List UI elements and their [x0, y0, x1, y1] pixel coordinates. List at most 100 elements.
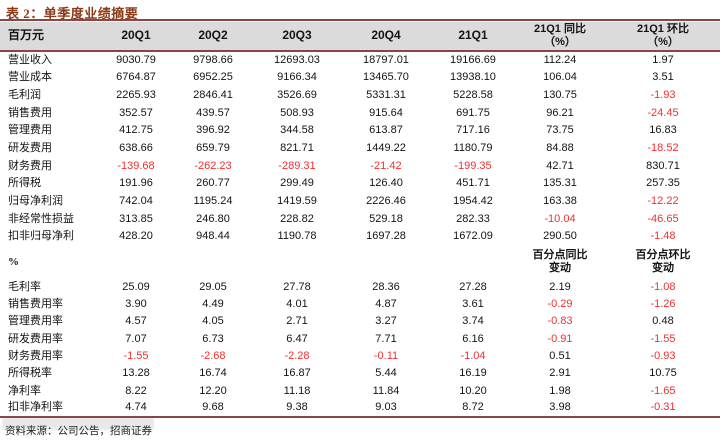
value-cell: 1672.09 — [453, 230, 493, 243]
value-cell: 3.51 — [652, 71, 674, 84]
source-watermark — [2, 417, 154, 430]
value-cell: 529.18 — [369, 212, 403, 225]
value-cell: 451.71 — [456, 177, 490, 190]
value-cell: 352.57 — [119, 106, 153, 119]
row-label: 财务费用率 — [8, 350, 63, 363]
value-cell: 27.78 — [283, 280, 311, 293]
value-cell: 659.79 — [196, 141, 230, 154]
value-cell: 1697.28 — [366, 230, 406, 243]
value-cell: 25.09 — [122, 280, 150, 293]
value-cell: 3.98 — [549, 401, 571, 414]
table-row: 财务费用 -139.68 -262.23 -289.31 -21.42 -199.35 42… — [0, 157, 720, 175]
value-cell: 948.44 — [196, 230, 230, 243]
value-cell: -2.28 — [284, 350, 310, 363]
header-yoy: 21Q1 同比 （%） — [514, 22, 606, 52]
header-quarter: 20Q1 — [100, 22, 172, 52]
value-cell: 1954.42 — [453, 195, 493, 208]
value-cell: -0.11 — [373, 350, 399, 363]
value-cell: 135.31 — [543, 177, 577, 190]
value-cell: 112.24 — [543, 54, 577, 67]
value-cell: 163.38 — [543, 195, 577, 208]
percent-section-label: % — [8, 255, 19, 268]
value-cell: 4.57 — [125, 315, 147, 328]
row-label: 非经常性损益 — [8, 212, 74, 225]
table-row: 非经常性损益 313.85 246.80 228.82 529.18 282.33 -10.… — [0, 210, 720, 228]
header-qoq: 21Q1 环比 （%） — [606, 22, 720, 52]
value-cell: -1.48 — [650, 230, 676, 243]
value-cell: -0.29 — [547, 298, 573, 311]
value-cell: 2.71 — [286, 315, 308, 328]
value-cell: -21.42 — [370, 159, 402, 172]
value-cell: 3.90 — [125, 298, 147, 311]
value-cell: 299.49 — [280, 177, 314, 190]
row-label: 扣非净利率 — [8, 401, 63, 414]
table-row: 财务费用率 -1.55 -2.68 -2.28 -0.11 -1.04 0.51 -0.93 — [0, 348, 720, 365]
value-cell: 6.16 — [462, 332, 484, 345]
subheader-qoq-change: 百分点环比 变动 — [635, 249, 691, 275]
value-cell: 2.19 — [549, 280, 571, 293]
subheader-yoy-change: 百分点同比 变动 — [532, 249, 588, 275]
table-row: 管理费用 412.75 396.92 344.58 613.87 717.16 73.75 1… — [0, 122, 720, 140]
empty-cell — [172, 246, 254, 279]
value-cell: 96.21 — [546, 106, 574, 119]
row-label: 毛利率 — [8, 280, 41, 293]
value-cell: 16.83 — [649, 124, 677, 137]
value-cell: 313.85 — [119, 212, 153, 225]
value-cell: -1.55 — [123, 350, 149, 363]
value-cell: -46.65 — [647, 212, 679, 225]
table-row: 所得税率 13.28 16.74 16.87 5.44 16.19 2.91 10.75 — [0, 365, 720, 382]
value-cell: 0.51 — [549, 350, 571, 363]
value-cell: 613.87 — [369, 124, 403, 137]
row-label: 销售费用 — [8, 106, 52, 119]
value-cell: 13465.70 — [363, 71, 409, 84]
value-cell: 29.05 — [199, 280, 227, 293]
value-cell: 3.74 — [462, 315, 484, 328]
value-cell: 9.38 — [286, 401, 308, 414]
value-cell: 260.77 — [196, 177, 230, 190]
row-label: 扣非归母净利 — [8, 230, 74, 243]
value-cell: 8.72 — [462, 401, 484, 414]
value-cell: 9.68 — [202, 401, 224, 414]
row-label: 销售费用率 — [8, 298, 63, 311]
value-cell: 396.92 — [196, 124, 230, 137]
value-cell: 13.28 — [122, 367, 150, 380]
value-cell: 915.64 — [369, 106, 403, 119]
table-row: 管理费用率 4.57 4.05 2.71 3.27 3.74 -0.83 0.48 — [0, 313, 720, 330]
value-cell: -0.83 — [547, 315, 573, 328]
table-section-absolute: 营业收入 9030.79 9798.66 12693.03 18797.01 19166.… — [0, 51, 720, 246]
row-label: 研发费用率 — [8, 332, 63, 345]
value-cell: 9.03 — [375, 401, 397, 414]
value-cell: 717.16 — [456, 124, 490, 137]
value-cell: 11.18 — [283, 384, 311, 397]
value-cell: 7.07 — [125, 332, 147, 345]
value-cell: -0.31 — [650, 401, 676, 414]
table-row: 毛利润 2265.93 2846.41 3526.69 5331.31 5228.58 13… — [0, 86, 720, 104]
value-cell: -289.31 — [278, 159, 316, 172]
table-row: 所得税 191.96 260.77 299.49 126.40 451.71 135.31 2… — [0, 175, 720, 193]
table-row: 扣非归母净利 428.20 948.44 1190.78 1697.28 1672.09 2… — [0, 228, 720, 246]
value-cell: 19166.69 — [450, 54, 496, 67]
header-unit: 百万元 — [0, 22, 100, 52]
value-cell: -18.52 — [647, 141, 679, 154]
value-cell: -262.23 — [194, 159, 232, 172]
value-cell: 4.05 — [202, 315, 224, 328]
value-cell: -1.08 — [650, 280, 676, 293]
empty-cell — [100, 246, 172, 279]
value-cell: -1.55 — [650, 332, 676, 345]
value-cell: 2846.41 — [193, 88, 233, 101]
header-quarter: 20Q3 — [254, 22, 340, 52]
quarterly-performance-table: 百万元 20Q1 20Q2 20Q3 20Q4 21Q1 21Q1 同比 （%） 21Q1 环比… — [0, 22, 720, 418]
value-cell: -1.26 — [650, 298, 676, 311]
empty-cell — [432, 246, 514, 279]
value-cell: 84.88 — [546, 141, 574, 154]
table-row: 研发费用率 7.07 6.73 6.47 7.71 6.16 -0.91 -1.55 — [0, 330, 720, 347]
value-cell: 228.82 — [280, 212, 314, 225]
value-cell: 2226.46 — [366, 195, 406, 208]
row-label: 管理费用率 — [8, 315, 63, 328]
value-cell: 3526.69 — [277, 88, 317, 101]
value-cell: 1.98 — [549, 384, 571, 397]
value-cell: 13938.10 — [450, 71, 496, 84]
value-cell: -139.68 — [117, 159, 155, 172]
value-cell: 246.80 — [196, 212, 230, 225]
